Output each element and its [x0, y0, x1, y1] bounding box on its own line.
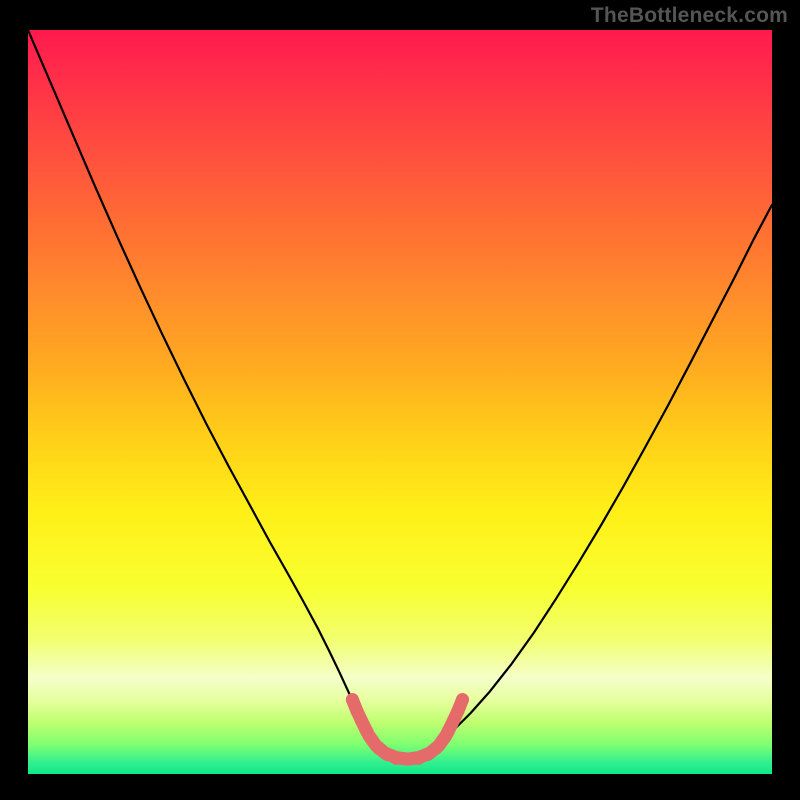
highlight-dot — [401, 753, 414, 766]
highlight-dot — [346, 693, 359, 706]
highlight-dot — [456, 693, 469, 706]
chart-background — [28, 30, 772, 774]
highlight-dot — [452, 704, 465, 717]
bottleneck-chart — [28, 30, 772, 774]
highlight-dot — [390, 752, 403, 765]
watermark-text: TheBottleneck.com — [591, 4, 788, 28]
chart-frame: TheBottleneck.com — [0, 0, 800, 800]
